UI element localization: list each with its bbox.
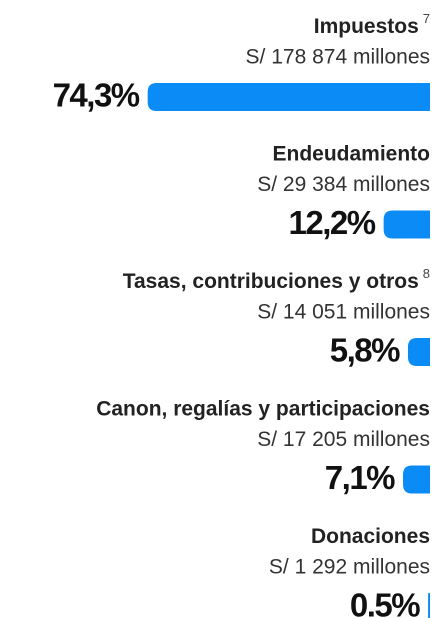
category-name: Tasas, contribuciones y otros [123, 270, 419, 293]
footnote: 7 [423, 11, 430, 26]
footnote: 8 [423, 266, 430, 281]
category-name: Donaciones [311, 525, 430, 548]
amount-label: S/ 1 292 millones [269, 556, 430, 579]
amount-label: S/ 14 051 millones [257, 301, 430, 324]
category-name: Endeudamiento [272, 142, 430, 165]
category-name: Impuestos [314, 15, 419, 38]
bar [407, 338, 430, 366]
amount-label: S/ 178 874 millones [246, 46, 430, 69]
amount-label: S/ 17 205 millones [257, 428, 430, 451]
category-label: Impuestos 7 [314, 11, 430, 37]
value-label: 7,1% [325, 459, 395, 496]
category-label: Canon, regalías y participaciones [96, 397, 430, 420]
value-label: 0.5% [350, 587, 420, 618]
category-label: Endeudamiento [272, 142, 430, 165]
value-label: 74,3% [53, 77, 140, 114]
bar [383, 210, 430, 239]
value-label: 12,2% [289, 204, 376, 241]
category-label: Donaciones [311, 525, 430, 548]
category-name: Canon, regalías y participaciones [96, 397, 430, 420]
bar [403, 465, 430, 494]
bar [147, 83, 430, 111]
amount-label: S/ 29 384 millones [257, 173, 430, 196]
bar [428, 593, 430, 618]
value-label: 5,8% [330, 332, 400, 369]
category-label: Tasas, contribuciones y otros 8 [123, 266, 430, 292]
